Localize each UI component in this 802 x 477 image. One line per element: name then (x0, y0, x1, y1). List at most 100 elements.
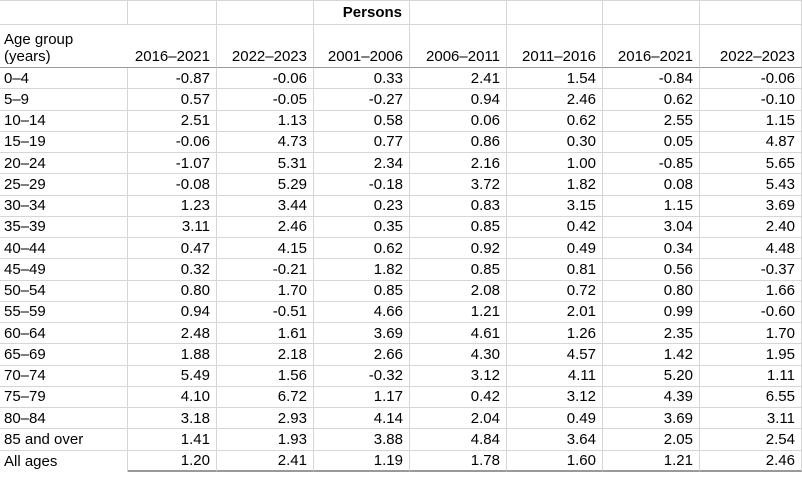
value-cell[interactable]: 1.15 (700, 110, 802, 132)
value-cell[interactable]: 3.12 (507, 386, 603, 408)
row-label-cell[interactable]: 35–39 (0, 216, 128, 238)
value-cell[interactable]: 4.10 (128, 386, 217, 408)
value-cell[interactable]: 3.11 (128, 216, 217, 238)
value-cell[interactable]: 2.41 (217, 450, 314, 472)
value-cell[interactable]: 3.15 (507, 195, 603, 217)
row-label-cell[interactable]: 55–59 (0, 301, 128, 323)
value-cell[interactable]: 6.55 (700, 386, 802, 408)
value-cell[interactable]: 1.26 (507, 323, 603, 345)
value-cell[interactable]: 4.48 (700, 238, 802, 260)
value-cell[interactable]: 1.60 (507, 450, 603, 472)
value-cell[interactable]: 1.19 (314, 450, 410, 472)
row-label-cell[interactable]: 30–34 (0, 195, 128, 217)
value-cell[interactable]: -0.32 (314, 365, 410, 387)
row-label-cell[interactable]: 65–69 (0, 344, 128, 366)
value-cell[interactable]: 1.21 (410, 301, 507, 323)
value-cell[interactable]: 5.20 (603, 365, 700, 387)
value-cell[interactable]: -0.05 (217, 89, 314, 111)
value-cell[interactable]: 4.73 (217, 131, 314, 153)
value-cell[interactable]: 1.42 (603, 344, 700, 366)
value-cell[interactable]: -0.06 (700, 68, 802, 90)
row-label-cell[interactable]: 40–44 (0, 238, 128, 260)
value-cell[interactable]: 0.94 (128, 301, 217, 323)
row-label-cell[interactable]: 10–14 (0, 110, 128, 132)
value-cell[interactable]: 6.72 (217, 386, 314, 408)
value-cell[interactable]: 0.92 (410, 238, 507, 260)
value-cell[interactable]: 1.82 (314, 259, 410, 281)
value-cell[interactable]: -0.06 (217, 68, 314, 90)
column-header-cell[interactable]: 2016–2021 (603, 25, 700, 68)
row-label-cell[interactable]: All ages (0, 450, 128, 472)
value-cell[interactable]: 0.62 (507, 110, 603, 132)
value-cell[interactable]: 0.30 (507, 131, 603, 153)
value-cell[interactable]: 0.49 (507, 408, 603, 430)
value-cell[interactable]: 2.66 (314, 344, 410, 366)
value-cell[interactable]: 0.80 (603, 280, 700, 302)
row-label-cell[interactable]: 80–84 (0, 408, 128, 430)
row-label-cell[interactable]: 75–79 (0, 386, 128, 408)
value-cell[interactable]: -1.07 (128, 153, 217, 175)
column-header-cell[interactable]: 2006–2011 (410, 25, 507, 68)
value-cell[interactable]: 0.77 (314, 131, 410, 153)
value-cell[interactable]: 5.49 (128, 365, 217, 387)
value-cell[interactable]: 4.66 (314, 301, 410, 323)
value-cell[interactable]: 0.35 (314, 216, 410, 238)
value-cell[interactable]: 0.56 (603, 259, 700, 281)
persons-header-cell[interactable]: Persons (314, 0, 410, 25)
value-cell[interactable]: -0.84 (603, 68, 700, 90)
row-label-cell[interactable]: 60–64 (0, 323, 128, 345)
value-cell[interactable]: 3.12 (410, 365, 507, 387)
value-cell[interactable]: 2.48 (128, 323, 217, 345)
row-label-cell[interactable]: 5–9 (0, 89, 128, 111)
column-header-cell[interactable]: 2001–2006 (314, 25, 410, 68)
value-cell[interactable]: 0.80 (128, 280, 217, 302)
column-header-cell[interactable]: 2022–2023 (700, 25, 802, 68)
value-cell[interactable]: 0.47 (128, 238, 217, 260)
blank-cell[interactable] (217, 0, 314, 25)
value-cell[interactable]: 2.01 (507, 301, 603, 323)
value-cell[interactable]: 1.54 (507, 68, 603, 90)
value-cell[interactable]: 4.15 (217, 238, 314, 260)
value-cell[interactable]: 4.30 (410, 344, 507, 366)
value-cell[interactable]: 3.69 (314, 323, 410, 345)
age-group-header-cell[interactable]: Age group (years) (0, 25, 128, 68)
blank-cell[interactable] (700, 0, 802, 25)
value-cell[interactable]: 2.16 (410, 153, 507, 175)
column-header-cell[interactable]: 2022–2023 (217, 25, 314, 68)
row-label-cell[interactable]: 20–24 (0, 153, 128, 175)
value-cell[interactable]: 3.69 (603, 408, 700, 430)
value-cell[interactable]: 1.15 (603, 195, 700, 217)
value-cell[interactable]: 1.17 (314, 386, 410, 408)
value-cell[interactable]: 2.35 (603, 323, 700, 345)
value-cell[interactable]: -0.27 (314, 89, 410, 111)
value-cell[interactable]: 3.04 (603, 216, 700, 238)
value-cell[interactable]: 0.62 (314, 238, 410, 260)
value-cell[interactable]: 1.11 (700, 365, 802, 387)
row-label-cell[interactable]: 70–74 (0, 365, 128, 387)
value-cell[interactable]: -0.85 (603, 153, 700, 175)
row-label-cell[interactable]: 45–49 (0, 259, 128, 281)
value-cell[interactable]: 3.44 (217, 195, 314, 217)
value-cell[interactable]: 1.21 (603, 450, 700, 472)
value-cell[interactable]: 5.29 (217, 174, 314, 196)
value-cell[interactable]: 5.31 (217, 153, 314, 175)
value-cell[interactable]: 2.46 (700, 450, 802, 472)
column-header-cell[interactable]: 2011–2016 (507, 25, 603, 68)
value-cell[interactable]: 1.13 (217, 110, 314, 132)
value-cell[interactable]: 0.62 (603, 89, 700, 111)
value-cell[interactable]: -0.37 (700, 259, 802, 281)
value-cell[interactable]: 0.99 (603, 301, 700, 323)
value-cell[interactable]: 3.11 (700, 408, 802, 430)
blank-cell[interactable] (603, 0, 700, 25)
value-cell[interactable]: 1.00 (507, 153, 603, 175)
value-cell[interactable]: 0.05 (603, 131, 700, 153)
value-cell[interactable]: 0.23 (314, 195, 410, 217)
value-cell[interactable]: 1.88 (128, 344, 217, 366)
blank-cell[interactable] (410, 0, 507, 25)
value-cell[interactable]: 0.32 (128, 259, 217, 281)
value-cell[interactable]: 2.08 (410, 280, 507, 302)
value-cell[interactable]: 0.58 (314, 110, 410, 132)
value-cell[interactable]: 1.82 (507, 174, 603, 196)
value-cell[interactable]: 2.18 (217, 344, 314, 366)
value-cell[interactable]: 1.20 (128, 450, 217, 472)
